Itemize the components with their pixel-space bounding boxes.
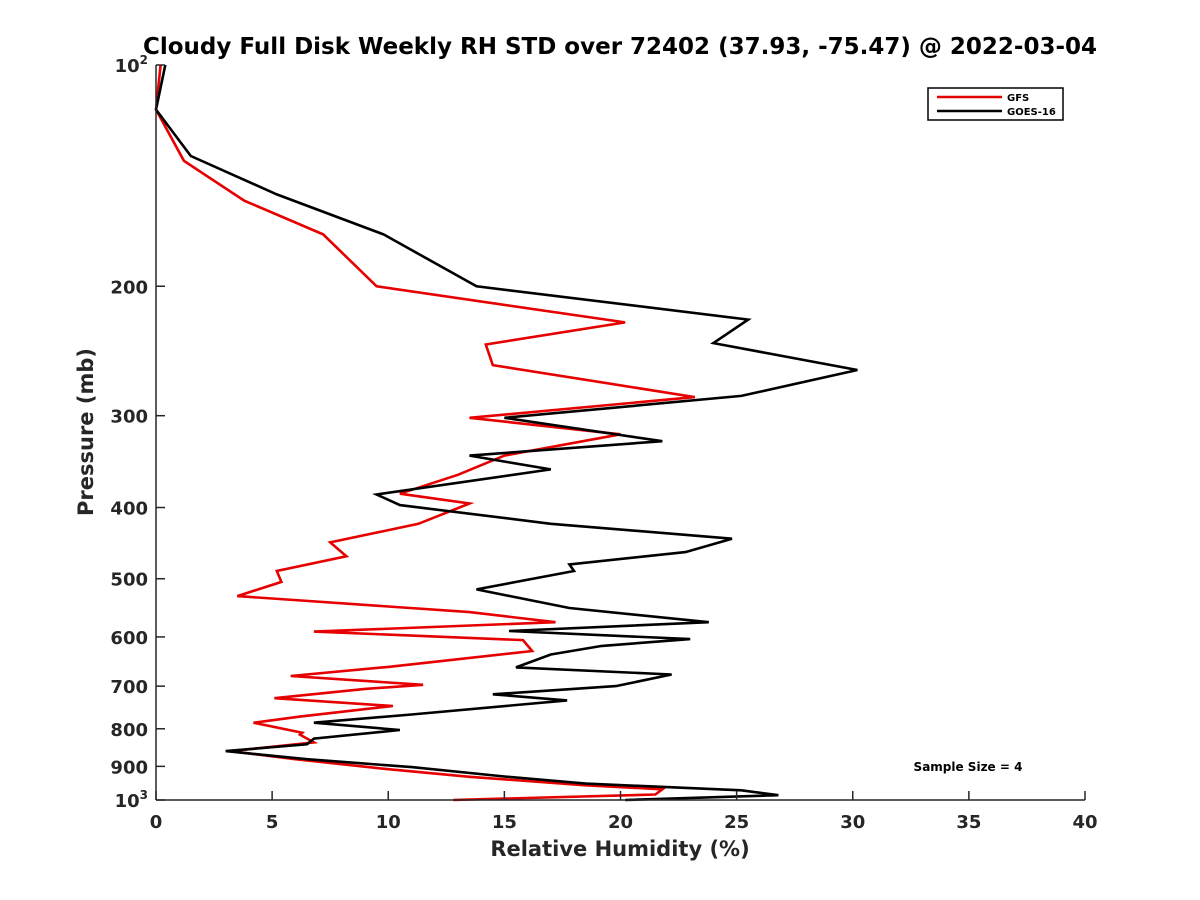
- legend-box: [927, 87, 1064, 121]
- x-tick-label: 5: [266, 812, 279, 833]
- y-tick-exponent: 3: [140, 788, 148, 802]
- x-tick-label: 10: [376, 812, 401, 833]
- x-tick-label: 40: [1072, 812, 1097, 833]
- legend-label-goes16: GOES-16: [1007, 107, 1056, 118]
- x-tick-label: 25: [724, 812, 749, 833]
- x-tick-label: 30: [840, 812, 865, 833]
- y-tick-label: 500: [110, 570, 148, 591]
- legend: GFS GOES-16: [927, 87, 1064, 121]
- series-line-goes16: [154, 64, 858, 802]
- plot-area: 0 5 10 15 20 25 30 35 40 10220030040050060070080…: [110, 53, 1097, 833]
- y-tick-label: 400: [110, 499, 148, 520]
- y-tick-label: 103: [115, 788, 148, 812]
- x-tick-label: 20: [608, 812, 633, 833]
- y-tick-label: 600: [110, 628, 148, 649]
- x-axis-label: Relative Humidity (%): [490, 837, 749, 861]
- x-tick-label: 35: [956, 812, 981, 833]
- y-tick-base: 10: [115, 56, 140, 77]
- y-tick-label: 300: [110, 407, 148, 428]
- x-tick-label: 0: [150, 812, 163, 833]
- x-ticks: 0 5 10 15 20 25 30 35 40: [150, 791, 1098, 833]
- y-tick-exponent: 2: [140, 53, 148, 67]
- y-tick-label: 900: [110, 757, 148, 778]
- y-axis-label: Pressure (mb): [74, 348, 98, 516]
- series-layer: [154, 64, 858, 802]
- y-tick-label: 200: [110, 277, 148, 298]
- y-tick-base: 10: [115, 791, 140, 812]
- chart-title: Cloudy Full Disk Weekly RH STD over 7240…: [143, 34, 1097, 60]
- legend-label-gfs: GFS: [1007, 93, 1029, 104]
- x-tick-label: 15: [492, 812, 517, 833]
- sample-size-annotation: Sample Size = 4: [914, 760, 1023, 774]
- y-tick-label: 800: [110, 720, 148, 741]
- y-tick-label: 700: [110, 677, 148, 698]
- y-tick-label: 102: [115, 53, 148, 77]
